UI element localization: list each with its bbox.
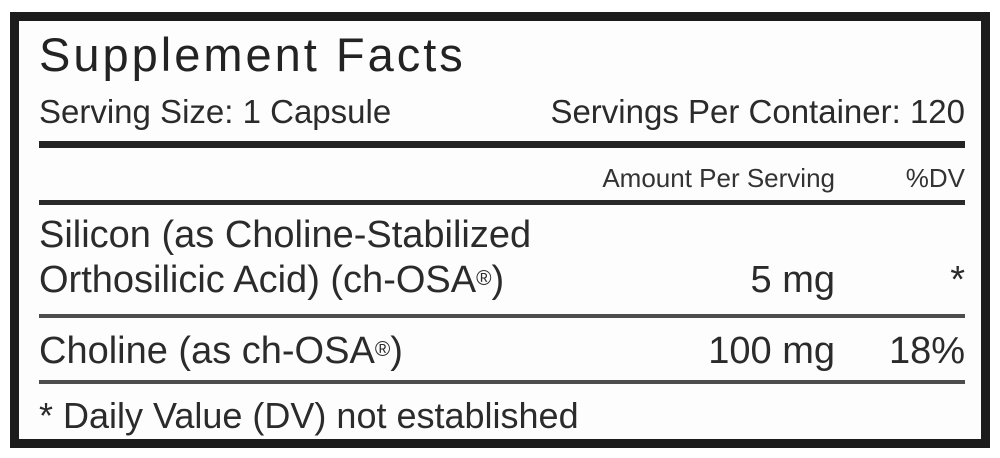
thick-divider xyxy=(39,141,965,148)
serving-info-row: Serving Size: 1 Capsule Servings Per Con… xyxy=(39,92,965,132)
supplement-facts-title: Supplement Facts xyxy=(39,28,466,81)
ingredient-name: Choline (as ch-OSA®) xyxy=(39,328,685,373)
row-divider xyxy=(39,314,965,318)
ingredient-dv: 18% xyxy=(888,330,965,372)
ingredient-name-line2: Orthosilicic Acid) (ch-OSA®) xyxy=(39,257,685,302)
ingredient-name-close: ) xyxy=(390,330,403,372)
ingredient-name-line1: Silicon (as Choline-Stabilized xyxy=(39,214,532,256)
ingredient-name-line2-text: Orthosilicic Acid) (ch-OSA xyxy=(39,259,477,301)
serving-size-text: Serving Size: 1 Capsule xyxy=(39,93,392,130)
percent-dv-header: %DV xyxy=(905,163,965,193)
table-row-silicon: Silicon (as Choline-Stabilized Orthosili… xyxy=(39,213,965,302)
header-divider xyxy=(39,200,965,205)
panel-content: Supplement Facts Serving Size: 1 Capsule… xyxy=(19,21,981,439)
ingredient-amount: 100 mg xyxy=(708,330,835,372)
ingredient-amount: 5 mg xyxy=(750,259,835,301)
ingredient-name-line2-close: ) xyxy=(491,259,505,301)
registered-trademark-symbol: ® xyxy=(374,338,391,361)
amount-per-serving-header: Amount Per Serving xyxy=(602,163,835,193)
supplement-facts-panel: Supplement Facts Serving Size: 1 Capsule… xyxy=(10,12,990,448)
ingredient-dv: * xyxy=(950,259,965,301)
registered-trademark-symbol: ® xyxy=(476,267,492,290)
table-row-choline: Choline (as ch-OSA®) 100 mg 18% xyxy=(39,328,965,373)
daily-value-footnote: * Daily Value (DV) not established xyxy=(39,395,579,436)
servings-per-container-text: Servings Per Container: 120 xyxy=(550,93,965,130)
column-header-row: Amount Per Serving %DV xyxy=(39,164,965,192)
ingredient-name-text: Choline (as ch-OSA xyxy=(39,330,375,372)
footnote-divider xyxy=(39,380,965,384)
ingredient-name: Silicon (as Choline-Stabilized Orthosili… xyxy=(39,213,685,302)
